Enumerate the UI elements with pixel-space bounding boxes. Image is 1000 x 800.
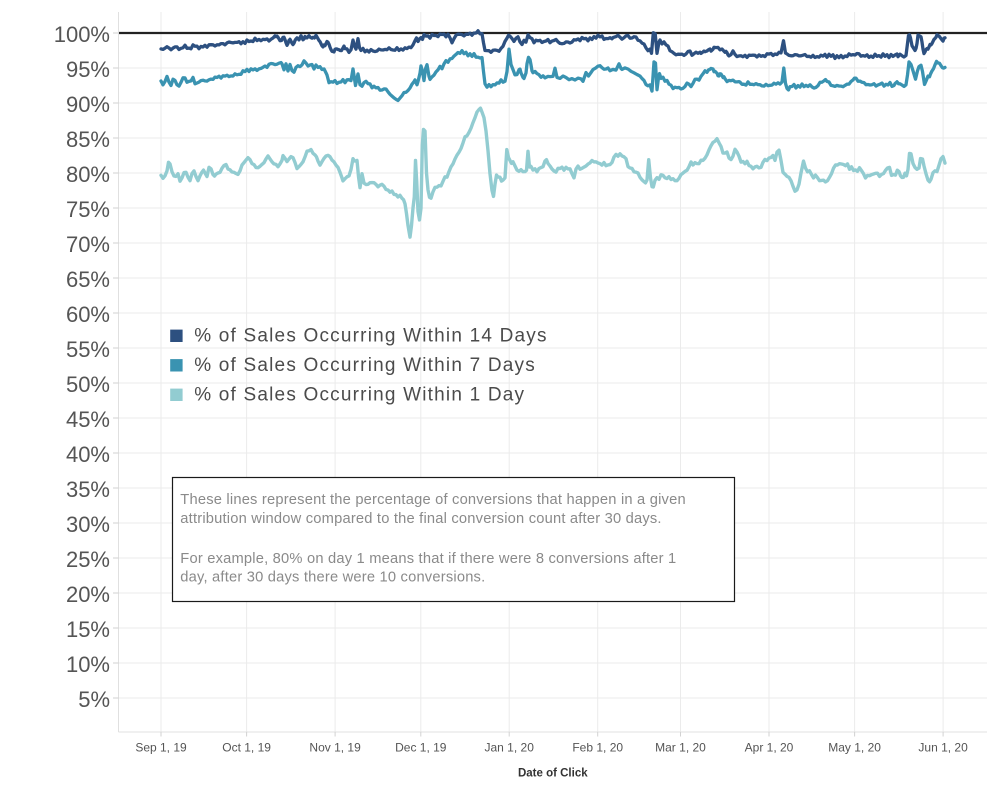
svg-text:85%: 85% — [66, 127, 110, 152]
svg-text:55%: 55% — [66, 337, 110, 362]
svg-text:45%: 45% — [66, 407, 110, 432]
svg-text:30%: 30% — [66, 512, 110, 537]
svg-text:100%: 100% — [54, 22, 110, 47]
svg-text:10%: 10% — [66, 652, 110, 677]
svg-text:Feb 1, 20: Feb 1, 20 — [572, 741, 623, 755]
svg-text:20%: 20% — [66, 582, 110, 607]
svg-text:Date of Click: Date of Click — [518, 768, 588, 780]
svg-text:These lines represent the perc: These lines represent the percentage of … — [180, 492, 686, 508]
svg-text:70%: 70% — [66, 232, 110, 257]
svg-text:80%: 80% — [66, 162, 110, 187]
svg-text:Mar 1, 20: Mar 1, 20 — [655, 741, 706, 755]
svg-text:95%: 95% — [66, 57, 110, 82]
svg-text:Apr 1, 20: Apr 1, 20 — [745, 741, 794, 755]
svg-text:65%: 65% — [66, 267, 110, 292]
svg-text:90%: 90% — [66, 92, 110, 117]
svg-text:50%: 50% — [66, 372, 110, 397]
svg-text:Jan 1, 20: Jan 1, 20 — [485, 741, 535, 755]
svg-text:40%: 40% — [66, 442, 110, 467]
svg-text:Oct 1, 19: Oct 1, 19 — [222, 741, 271, 755]
svg-text:Jun 1, 20: Jun 1, 20 — [918, 741, 968, 755]
svg-text:May 1, 20: May 1, 20 — [828, 741, 881, 755]
svg-text:60%: 60% — [66, 302, 110, 327]
svg-text:75%: 75% — [66, 197, 110, 222]
svg-text:Sep 1, 19: Sep 1, 19 — [135, 741, 187, 755]
svg-text:Nov 1, 19: Nov 1, 19 — [309, 741, 361, 755]
svg-text:5%: 5% — [78, 687, 110, 712]
svg-text:Dec 1, 19: Dec 1, 19 — [395, 741, 447, 755]
svg-text:15%: 15% — [66, 617, 110, 642]
svg-text:% of Sales Occurring Within 14: % of Sales Occurring Within 14 Days — [194, 325, 548, 346]
svg-text:day, after 30 days there were: day, after 30 days there were 10 convers… — [180, 570, 485, 586]
svg-text:% of Sales Occurring Within 1: % of Sales Occurring Within 1 Day — [194, 384, 525, 405]
svg-text:35%: 35% — [66, 477, 110, 502]
svg-text:For example, 80% on day 1 mean: For example, 80% on day 1 means that if … — [180, 551, 676, 567]
svg-text:% of Sales Occurring Within 7: % of Sales Occurring Within 7 Days — [194, 355, 536, 376]
svg-text:attribution window compared to: attribution window compared to the final… — [180, 511, 661, 527]
svg-text:25%: 25% — [66, 547, 110, 572]
